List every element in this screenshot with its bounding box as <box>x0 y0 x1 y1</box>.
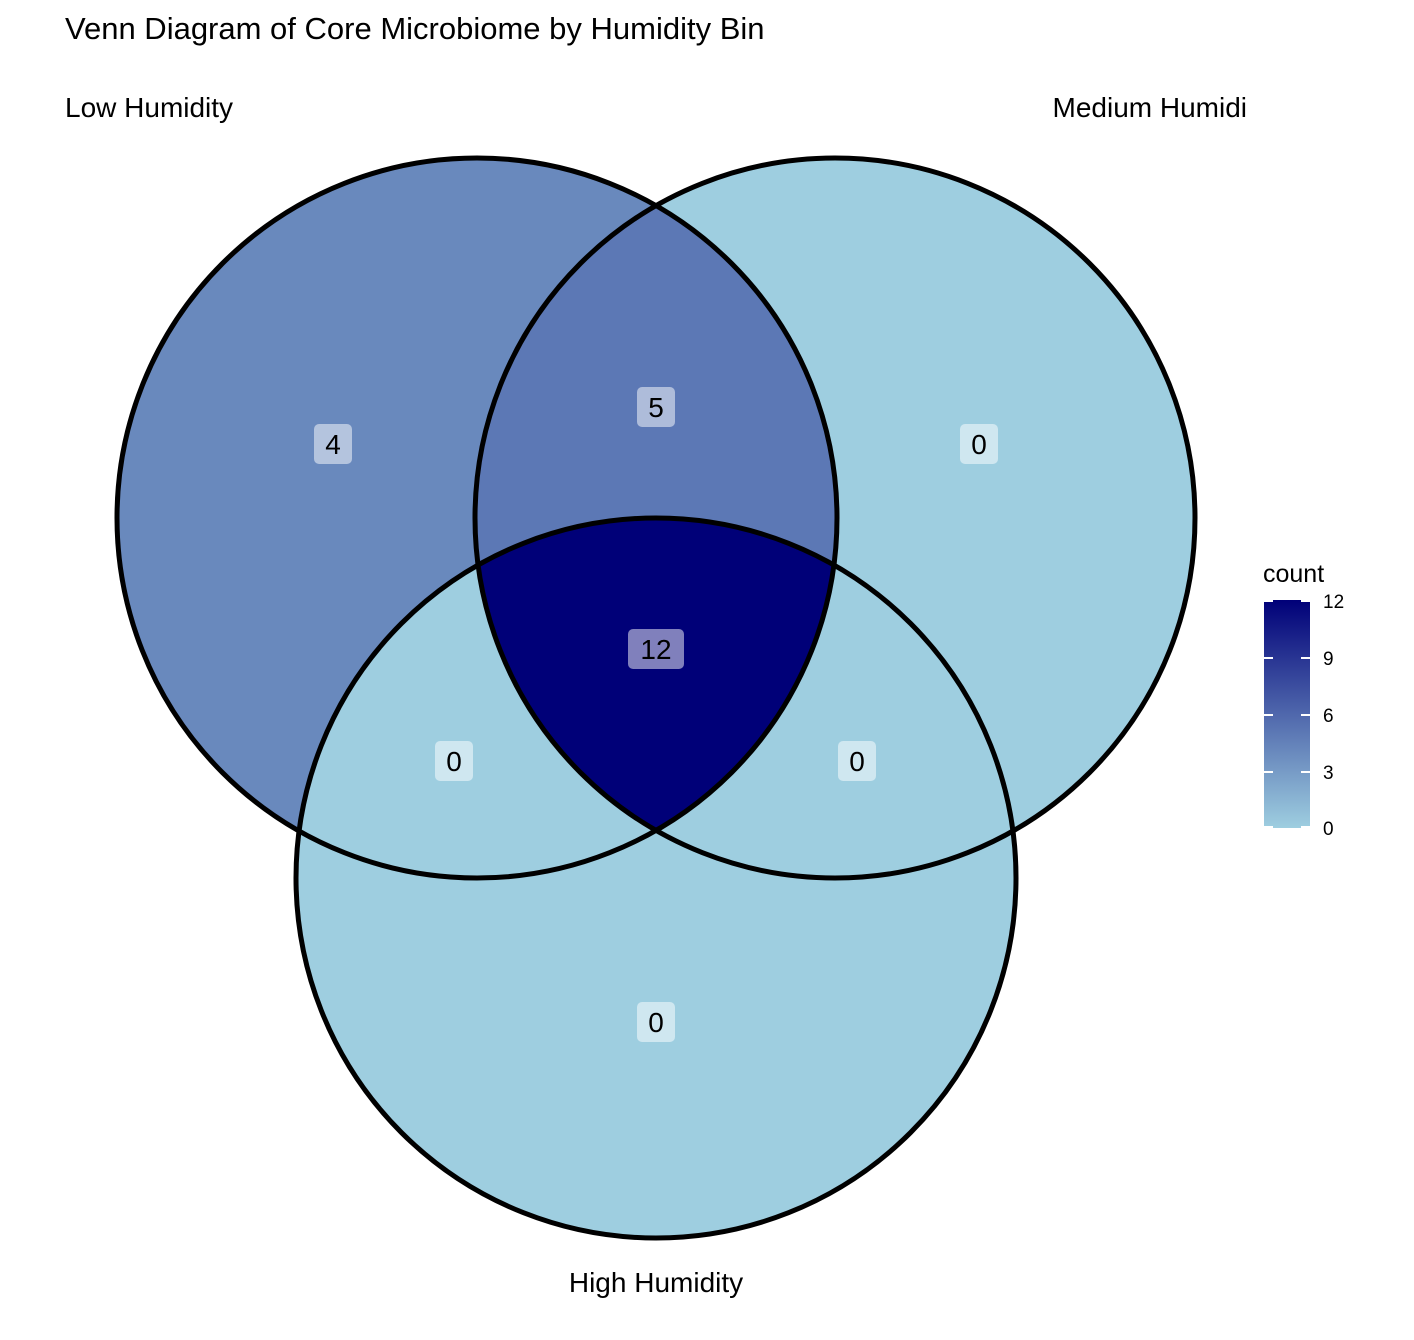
legend-tick-label: 0 <box>1323 819 1334 840</box>
set-label-medium: Medium Humidi <box>1053 92 1248 123</box>
count-label-medium-high: 0 <box>838 741 876 781</box>
circle-high-humidity <box>293 515 1019 1241</box>
set-label-low: Low Humidity <box>65 92 233 123</box>
count-label-low-high: 0 <box>435 741 473 781</box>
svg-text:0: 0 <box>446 746 462 777</box>
count-label-all: 12 <box>628 629 684 669</box>
chart-title: Venn Diagram of Core Microbiome by Humid… <box>65 11 765 46</box>
color-legend: count 12 9 6 3 0 <box>1263 560 1344 840</box>
svg-text:0: 0 <box>971 429 987 460</box>
set-label-high: High Humidity <box>569 1267 743 1298</box>
count-label-medium-only: 0 <box>960 424 998 464</box>
count-label-high-only: 0 <box>637 1002 675 1042</box>
legend-tick-label: 12 <box>1323 592 1344 613</box>
svg-text:0: 0 <box>648 1007 664 1038</box>
legend-tick-label: 9 <box>1323 649 1334 670</box>
venn-outlines <box>114 155 1198 1241</box>
count-label-low-only: 4 <box>314 424 352 464</box>
circle-low-humidity <box>114 155 840 881</box>
venn-regions <box>117 158 1195 1238</box>
svg-text:12: 12 <box>640 634 671 665</box>
count-label-low-medium: 5 <box>637 387 675 427</box>
legend-tick-label: 6 <box>1323 706 1334 727</box>
svg-text:5: 5 <box>648 392 664 423</box>
svg-text:0: 0 <box>849 746 865 777</box>
svg-text:4: 4 <box>325 429 341 460</box>
region-count-labels: 4 0 0 5 0 0 12 <box>314 387 998 1042</box>
legend-tick-label: 3 <box>1323 763 1334 784</box>
circle-medium-humidity <box>472 155 1198 881</box>
legend-tick-marks <box>1264 600 1310 828</box>
legend-title: count <box>1263 560 1324 588</box>
